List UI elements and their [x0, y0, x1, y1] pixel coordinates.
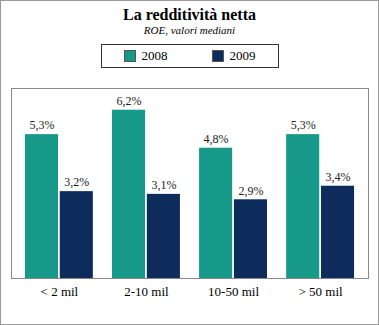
svg-text:5,3%: 5,3%: [291, 118, 316, 132]
svg-text:> 50 mil: > 50 mil: [299, 284, 344, 299]
svg-text:3,1%: 3,1%: [151, 178, 176, 192]
svg-text:4,8%: 4,8%: [204, 132, 229, 146]
svg-text:2,9%: 2,9%: [238, 184, 263, 198]
svg-text:3,4%: 3,4%: [326, 170, 351, 184]
svg-text:< 2 mil: < 2 mil: [41, 284, 79, 299]
html-text:2009: 2009: [229, 48, 256, 63]
html-text:ROE, valori mediani: ROE, valori mediani: [143, 24, 236, 36]
svg-text:3,2%: 3,2%: [64, 175, 89, 189]
svg-text:10-50 mil: 10-50 mil: [208, 284, 259, 299]
svg-text:5,3%: 5,3%: [29, 118, 54, 132]
svg-text:6,2%: 6,2%: [117, 94, 142, 108]
svg-text:2-10 mil: 2-10 mil: [124, 284, 169, 299]
html-text:2008: 2008: [141, 48, 168, 63]
html-text:La redditività netta: La redditività netta: [123, 6, 256, 23]
